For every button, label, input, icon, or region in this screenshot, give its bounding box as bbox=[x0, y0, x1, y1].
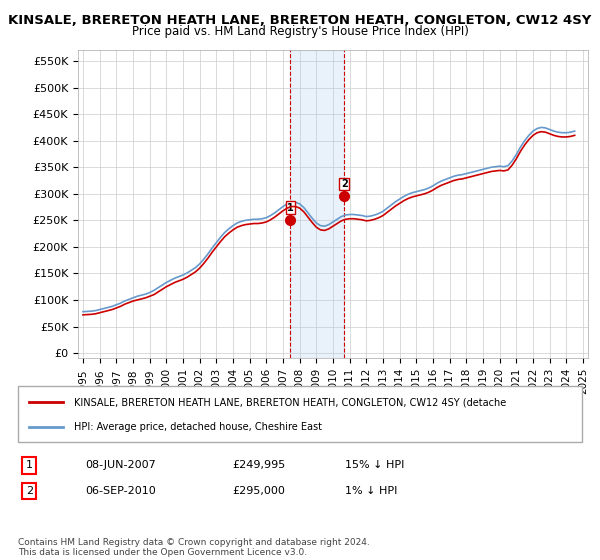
Text: £295,000: £295,000 bbox=[232, 486, 285, 496]
Text: 1% ↓ HPI: 1% ↓ HPI bbox=[345, 486, 397, 496]
Text: 08-JUN-2007: 08-JUN-2007 bbox=[86, 460, 157, 470]
Text: 15% ↓ HPI: 15% ↓ HPI bbox=[345, 460, 404, 470]
Text: 06-SEP-2010: 06-SEP-2010 bbox=[86, 486, 157, 496]
Text: 2: 2 bbox=[341, 179, 347, 189]
Text: 2: 2 bbox=[26, 486, 33, 496]
Text: KINSALE, BRERETON HEATH LANE, BRERETON HEATH, CONGLETON, CW12 4SY: KINSALE, BRERETON HEATH LANE, BRERETON H… bbox=[8, 14, 592, 27]
FancyBboxPatch shape bbox=[18, 386, 582, 442]
Text: Price paid vs. HM Land Registry's House Price Index (HPI): Price paid vs. HM Land Registry's House … bbox=[131, 25, 469, 38]
Text: 1: 1 bbox=[287, 203, 294, 213]
Bar bbox=[290, 50, 344, 358]
Text: £249,995: £249,995 bbox=[232, 460, 286, 470]
Text: KINSALE, BRERETON HEATH LANE, BRERETON HEATH, CONGLETON, CW12 4SY (detache: KINSALE, BRERETON HEATH LANE, BRERETON H… bbox=[74, 397, 506, 407]
Text: HPI: Average price, detached house, Cheshire East: HPI: Average price, detached house, Ches… bbox=[74, 422, 322, 432]
Text: Contains HM Land Registry data © Crown copyright and database right 2024.
This d: Contains HM Land Registry data © Crown c… bbox=[18, 538, 370, 557]
Text: 1: 1 bbox=[26, 460, 33, 470]
